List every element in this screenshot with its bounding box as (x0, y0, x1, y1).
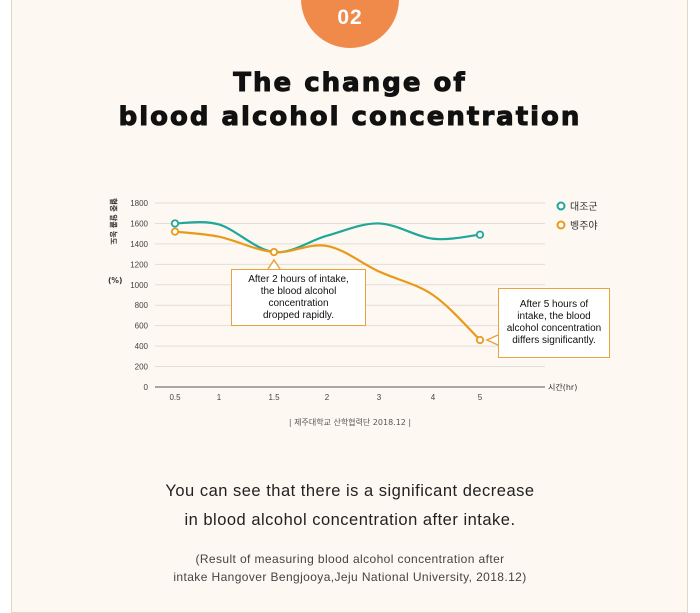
annotation-line: dropped rapidly. (263, 310, 334, 321)
y-axis-unit: (%) (108, 276, 122, 285)
chart-source: | 제주대학교 산학협력단 2018.12 | (289, 417, 411, 427)
y-tick-label: 1000 (130, 281, 148, 290)
x-tick-label: 1 (217, 393, 222, 402)
x-tick-label: 1.5 (268, 393, 280, 402)
y-tick-label: 600 (135, 322, 149, 331)
series-line-1 (174, 230, 481, 341)
x-tick-label: 2 (325, 393, 330, 402)
legend-label: 대조군 (570, 201, 598, 213)
summary-line1: You can see that there is a significant … (165, 482, 535, 500)
x-tick-label: 3 (377, 393, 382, 402)
y-tick-label: 800 (135, 301, 149, 310)
legend-marker (556, 201, 566, 211)
reference-line1: (Result of measuring blood alcohol conce… (195, 552, 505, 566)
legend-label: 벵주야 (570, 220, 598, 232)
annotation-pointer (267, 258, 281, 270)
y-tick-label: 0 (144, 383, 149, 392)
annotation-pointer (485, 334, 499, 346)
data-point-marker (475, 230, 485, 239)
y-tick-label: 1600 (130, 219, 148, 228)
y-tick-label: 200 (135, 363, 149, 372)
x-tick-label: 0.5 (169, 393, 181, 402)
y-tick-label: 1200 (130, 260, 148, 269)
data-point-marker (475, 335, 485, 345)
summary-line2: in blood alcohol concentration after int… (184, 511, 516, 529)
x-axis-label: 시간(hr) (548, 382, 577, 392)
y-tick-label: 1800 (130, 199, 148, 208)
legend-marker (556, 220, 566, 230)
annotation-line: alcohol concentration (506, 323, 602, 334)
series-line-0 (174, 220, 481, 254)
y-axis-label: 혈중 알콜 농도 (109, 198, 119, 245)
annotation-line: intake, the blood (517, 311, 591, 322)
annotation-line: differs significantly. (512, 335, 596, 346)
data-point-marker (170, 227, 180, 236)
step-number: 02 (337, 6, 363, 29)
data-point-marker (170, 219, 180, 228)
y-tick-label: 400 (135, 342, 149, 351)
annotation-line: After 2 hours of intake, (248, 274, 349, 285)
annotation-5hr: After 5 hours of intake, the blood alcoh… (498, 288, 610, 358)
reference-line2: intake Hangover Bengjooya,Jeju National … (173, 570, 527, 584)
annotation-line: the blood alcohol (260, 286, 337, 297)
x-tick-label: 5 (478, 393, 483, 402)
annotation-2hr: After 2 hours of intake, the blood alcoh… (231, 269, 366, 326)
y-tick-label: 1400 (130, 240, 148, 249)
annotation-line: After 5 hours of (519, 299, 589, 310)
page-title-line1: The change of (233, 68, 467, 99)
data-point-marker (269, 247, 279, 257)
annotation-line: concentration (268, 298, 329, 309)
x-tick-label: 4 (431, 393, 436, 402)
page-title-line2: blood alcohol concentration (118, 102, 582, 133)
